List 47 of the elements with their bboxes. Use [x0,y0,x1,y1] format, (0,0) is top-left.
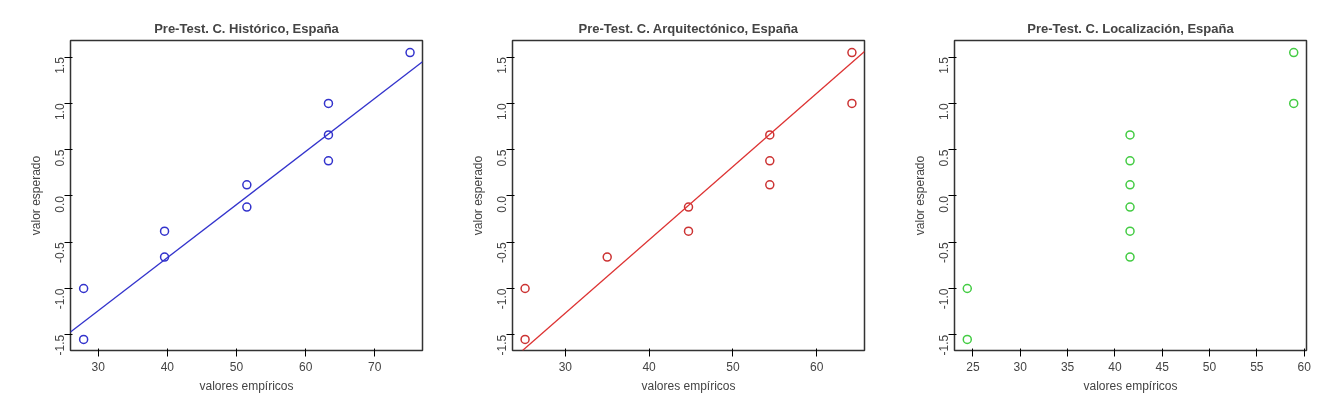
y-tick-label: 1.0 [495,103,509,121]
x-tick-label: 40 [1108,359,1122,374]
y-tick-label: -0.5 [495,241,509,263]
chart-title: Pre-Test. C. Localización, España [1027,20,1235,36]
x-tick-label: 60 [1297,359,1312,374]
y-tick-label: 0.5 [53,149,67,167]
x-tick-label: 30 [1013,359,1028,374]
x-tick-label: 35 [1060,359,1075,374]
y-tick-label: -0.5 [937,241,951,263]
y-tick-label: -1.5 [937,334,951,356]
y-tick-label: 1.5 [53,56,67,74]
y-axis-title: valor esperado [912,155,927,236]
y-tick-label: 1.5 [937,56,951,74]
x-tick-label: 30 [91,359,106,374]
x-tick-label: 60 [298,359,313,374]
y-tick-label: 0.0 [495,195,509,213]
x-tick-label: 45 [1155,359,1170,374]
x-tick-label: 50 [726,359,740,374]
y-tick-label: -1.5 [53,334,67,356]
x-axis-title: valores empíricos [1083,378,1178,393]
x-tick-label: 55 [1250,359,1264,374]
y-tick-label: 1.0 [937,103,951,121]
y-tick-label: 1.0 [53,103,67,121]
chart-title: Pre-Test. C. Histórico, España [154,20,340,36]
y-tick-label: 1.5 [495,56,509,74]
y-tick-label: -1.5 [495,334,509,356]
y-axis-title: valor esperado [470,155,485,236]
y-tick-label: -1.0 [495,288,509,310]
chart-title: Pre-Test. C. Arquitectónico, España [578,20,799,36]
x-tick-label: 30 [558,359,573,374]
y-axis-title: valor esperado [28,155,43,236]
y-tick-label: 0.5 [495,149,509,167]
x-tick-label: 50 [229,359,244,374]
x-tick-label: 40 [160,359,175,374]
x-tick-label: 25 [966,359,980,374]
x-tick-label: 50 [1202,359,1217,374]
x-tick-label: 60 [810,359,824,374]
x-axis-title: valores empíricos [199,378,294,393]
x-axis-title: valores empíricos [641,378,736,393]
y-tick-label: 0.0 [53,195,67,213]
y-tick-label: -1.0 [937,288,951,310]
x-tick-label: 70 [368,359,382,374]
x-tick-label: 40 [642,359,657,374]
y-tick-label: 0.0 [937,195,951,213]
y-tick-label: -0.5 [53,241,67,263]
y-tick-label: 0.5 [937,149,951,167]
y-tick-label: -1.0 [53,288,67,310]
